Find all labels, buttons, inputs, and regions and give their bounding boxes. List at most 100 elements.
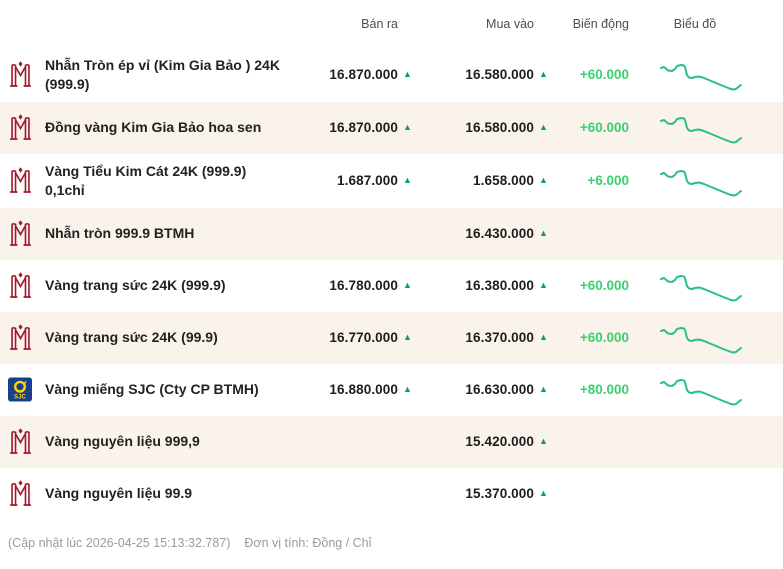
- price-sparkline: [660, 116, 742, 144]
- btmc-logo-icon: [9, 272, 31, 298]
- buy-price-cell: 16.580.000 ▲: [412, 120, 548, 135]
- header-sell: Bán ra: [361, 17, 398, 31]
- gold-price-board: Bán ra Mua vào Biến động Biểu đồ Nhẫn Tr…: [0, 0, 783, 550]
- up-arrow-icon: ▲: [539, 332, 548, 343]
- product-name: Vàng nguyên liệu 99.9: [45, 485, 193, 502]
- svg-text:SJC: SJC: [14, 395, 26, 401]
- price-sparkline: [660, 274, 742, 302]
- btmc-logo-icon: [9, 167, 31, 193]
- updated-timestamp: (Cập nhật lúc 2026-04-25 15:13:32.787): [8, 535, 231, 550]
- up-arrow-icon: ▲: [539, 384, 548, 395]
- table-row-8: Vàng nguyên liệu 999,9 15.420.000 ▲: [0, 415, 783, 468]
- up-arrow-icon: ▲: [539, 69, 548, 80]
- table-row-6: Vàng trang sức 24K (99.9) 16.770.000 ▲ 1…: [0, 311, 783, 364]
- price-sparkline: [660, 326, 742, 354]
- sell-price-cell: 16.770.000 ▲: [292, 330, 412, 345]
- price-change: +60.000: [579, 278, 629, 294]
- price-change: +60.000: [579, 67, 629, 83]
- sell-price-cell: 16.780.000 ▲: [292, 278, 412, 293]
- price-sparkline: [660, 378, 742, 406]
- product-name: Vàng trang sức 24K (999.9): [45, 277, 226, 294]
- btmc-logo-icon: [9, 114, 31, 141]
- up-arrow-icon: ▲: [403, 175, 412, 186]
- product-name: Nhẫn tròn 999.9 BTMH: [45, 225, 195, 242]
- buy-price: 16.430.000: [465, 226, 534, 242]
- product-name: Vàng nguyên liệu 999,9: [45, 433, 200, 450]
- buy-price-cell: 16.430.000 ▲: [412, 226, 548, 241]
- price-change: +80.000: [579, 382, 629, 398]
- table-row-2: Đồng vàng Kim Gia Bảo hoa sen 16.870.000…: [0, 101, 783, 154]
- price-change: +60.000: [579, 330, 629, 346]
- buy-price: 1.658.000: [473, 173, 534, 189]
- sell-price: 16.870.000: [329, 120, 398, 136]
- sell-price-cell: 16.880.000 ▲: [292, 382, 412, 397]
- buy-price-cell: 16.380.000 ▲: [412, 278, 548, 293]
- sparkline-chart: [629, 59, 783, 91]
- buy-price-cell: 16.630.000 ▲: [412, 382, 548, 397]
- buy-price-cell: 15.420.000 ▲: [412, 434, 548, 449]
- table-row-9: Vàng nguyên liệu 99.9 15.370.000 ▲: [0, 468, 783, 520]
- buy-price: 16.380.000: [465, 278, 534, 294]
- sjc-logo-icon: SJC: [8, 377, 32, 402]
- sell-price: 16.870.000: [329, 67, 398, 83]
- btmc-logo-icon: [9, 220, 31, 246]
- product-name: Đồng vàng Kim Gia Bảo hoa sen: [45, 119, 262, 136]
- table-header-row: Bán ra Mua vào Biến động Biểu đồ: [0, 0, 783, 48]
- sell-price-cell: 16.870.000 ▲: [292, 67, 412, 82]
- buy-price: 15.370.000: [465, 486, 534, 502]
- up-arrow-icon: ▲: [539, 488, 548, 499]
- table-row-1: Nhẫn Tròn ép vỉ (Kim Gia Bảo ) 24K (999.…: [0, 48, 783, 102]
- buy-price: 16.370.000: [465, 330, 534, 346]
- up-arrow-icon: ▲: [539, 175, 548, 186]
- header-change: Biến động: [572, 17, 629, 31]
- buy-price: 16.580.000: [465, 120, 534, 136]
- sparkline-chart: [629, 165, 783, 197]
- unit-note: Đơn vị tính: Đồng / Chỉ: [244, 535, 372, 550]
- table-row-5: Vàng trang sức 24K (999.9) 16.780.000 ▲ …: [0, 260, 783, 312]
- up-arrow-icon: ▲: [539, 436, 548, 447]
- up-arrow-icon: ▲: [539, 228, 548, 239]
- product-name: Vàng miếng SJC (Cty CP BTMH): [45, 381, 259, 398]
- btmc-logo-icon: [9, 428, 31, 454]
- product-name: Vàng Tiểu Kim Cát 24K (999.9) 0,1chỉ: [45, 162, 247, 198]
- table-row-7: SJC Vàng miếng SJC (Cty CP BTMH) 16.880.…: [0, 364, 783, 416]
- table-row-4: Nhẫn tròn 999.9 BTMH 16.430.000 ▲: [0, 207, 783, 260]
- btmc-logo-icon: [9, 324, 31, 350]
- buy-price: 16.580.000: [465, 67, 534, 83]
- buy-price-cell: 16.370.000 ▲: [412, 330, 548, 345]
- btmc-logo-icon: [9, 61, 31, 88]
- buy-price-cell: 1.658.000 ▲: [412, 173, 548, 188]
- sparkline-chart: [629, 374, 783, 406]
- sell-price: 16.780.000: [329, 278, 398, 294]
- sell-price-cell: 1.687.000 ▲: [292, 173, 412, 188]
- up-arrow-icon: ▲: [539, 122, 548, 133]
- up-arrow-icon: ▲: [403, 69, 412, 80]
- sparkline-chart: [629, 270, 783, 302]
- buy-price: 16.630.000: [465, 382, 534, 398]
- price-sparkline: [660, 63, 742, 91]
- sell-price: 16.770.000: [329, 330, 398, 346]
- footer-note: (Cập nhật lúc 2026-04-25 15:13:32.787) Đ…: [0, 520, 783, 550]
- up-arrow-icon: ▲: [539, 280, 548, 291]
- sell-price: 1.687.000: [337, 173, 398, 189]
- price-change: +6.000: [587, 173, 629, 189]
- price-sparkline: [660, 169, 742, 197]
- up-arrow-icon: ▲: [403, 332, 412, 343]
- btmc-logo-icon: [9, 480, 31, 506]
- sell-price: 16.880.000: [329, 382, 398, 398]
- sell-price-cell: 16.870.000 ▲: [292, 120, 412, 135]
- product-name: Nhẫn Tròn ép vỉ (Kim Gia Bảo ) 24K (999.…: [45, 57, 280, 92]
- up-arrow-icon: ▲: [403, 384, 412, 395]
- product-name: Vàng trang sức 24K (99.9): [45, 329, 218, 346]
- header-buy: Mua vào: [486, 17, 534, 31]
- buy-price: 15.420.000: [465, 434, 534, 450]
- buy-price-cell: 15.370.000 ▲: [412, 486, 548, 501]
- price-change: +60.000: [579, 120, 629, 136]
- table-row-3: Vàng Tiểu Kim Cát 24K (999.9) 0,1chỉ 1.6…: [0, 154, 783, 208]
- sparkline-chart: [629, 322, 783, 354]
- sparkline-chart: [629, 112, 783, 144]
- up-arrow-icon: ▲: [403, 280, 412, 291]
- buy-price-cell: 16.580.000 ▲: [412, 67, 548, 82]
- up-arrow-icon: ▲: [403, 122, 412, 133]
- header-chart: Biểu đồ: [673, 17, 717, 31]
